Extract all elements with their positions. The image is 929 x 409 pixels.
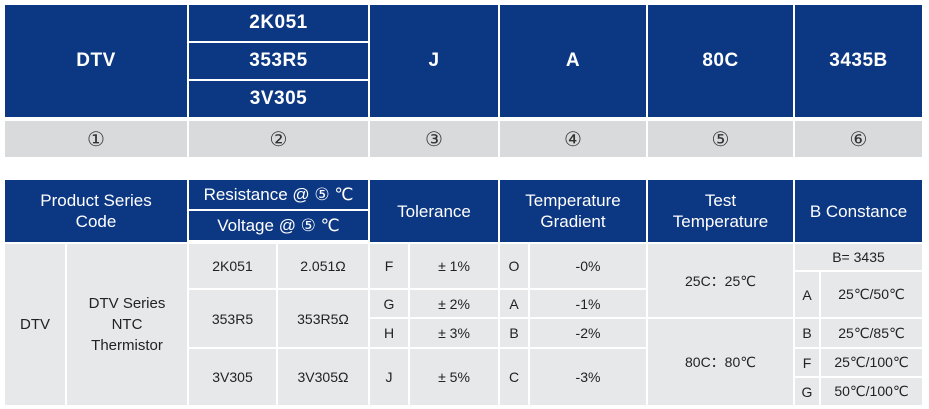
b-constance-value-f: 25℃/100℃ — [821, 349, 922, 376]
resistance-value-353r5: 353R5Ω — [278, 290, 368, 347]
product-description-cell: DTV Series NTC Thermistor — [67, 244, 187, 405]
b-constance-code-g: G — [795, 378, 819, 405]
resistance-code-2k051: 2K051 — [189, 244, 276, 288]
tolerance-code-g: G — [370, 290, 408, 317]
code-cell-test-temp: 80C — [648, 5, 793, 117]
code-cell-resistance-2k051: 2K051 — [189, 5, 368, 41]
test-temp-25c: 25C：25℃ — [648, 244, 793, 317]
resistance-value-3v305: 3V305Ω — [278, 349, 368, 405]
header-b-constance: B Constance — [795, 180, 922, 242]
header-voltage: Voltage @ ⑤ ℃ — [189, 211, 368, 240]
marker-3: ③ — [370, 121, 498, 157]
gradient-code-c: C — [500, 349, 528, 405]
b-constance-value-a: 25℃/50℃ — [821, 272, 922, 317]
test-temp-80c: 80C：80℃ — [648, 319, 793, 405]
tolerance-value-g: ± 2% — [410, 290, 498, 317]
code-cell-b-constance: 3435B — [795, 5, 922, 117]
b-constance-code-f: F — [795, 349, 819, 376]
tolerance-code-j: J — [370, 349, 408, 405]
tolerance-code-f: F — [370, 244, 408, 288]
tolerance-code-h: H — [370, 319, 408, 347]
marker-5: ⑤ — [648, 121, 793, 157]
gradient-value-a: -1% — [530, 290, 646, 317]
header-test-temperature: Test Temperature — [648, 180, 793, 242]
marker-2: ② — [189, 121, 368, 157]
b-constance-code-a: A — [795, 272, 819, 317]
header-tolerance: Tolerance — [370, 180, 498, 242]
gradient-code-o: O — [500, 244, 528, 288]
gradient-value-b: -2% — [530, 319, 646, 347]
code-cell-tolerance: J — [370, 5, 498, 117]
resistance-code-353r5: 353R5 — [189, 290, 276, 347]
gradient-value-o: -0% — [530, 244, 646, 288]
product-code-cell: DTV — [5, 244, 65, 405]
resistance-code-3v305: 3V305 — [189, 349, 276, 405]
gradient-code-a: A — [500, 290, 528, 317]
code-cell-gradient: A — [500, 5, 646, 117]
tolerance-value-h: ± 3% — [410, 319, 498, 347]
code-cell-resistance-353r5: 353R5 — [189, 43, 368, 79]
resistance-value-2k051: 2.051Ω — [278, 244, 368, 288]
tolerance-value-j: ± 5% — [410, 349, 498, 405]
b-constance-value-b: 25℃/85℃ — [821, 319, 922, 347]
b-constance-value-g: 50℃/100℃ — [821, 378, 922, 405]
code-cell-resistance-3v305: 3V305 — [189, 81, 368, 117]
code-cell-series: DTV — [5, 5, 187, 117]
marker-4: ④ — [500, 121, 646, 157]
tolerance-value-f: ± 1% — [410, 244, 498, 288]
marker-6: ⑥ — [795, 121, 922, 157]
gradient-code-b: B — [500, 319, 528, 347]
b-constance-title: B= 3435 — [795, 244, 922, 270]
header-resistance: Resistance @ ⑤ ℃ — [189, 180, 368, 209]
marker-1: ① — [5, 121, 187, 157]
header-temperature-gradient: Temperature Gradient — [500, 180, 646, 242]
header-product-series-code: Product Series Code — [5, 180, 187, 242]
gradient-value-c: -3% — [530, 349, 646, 405]
b-constance-code-b: B — [795, 319, 819, 347]
